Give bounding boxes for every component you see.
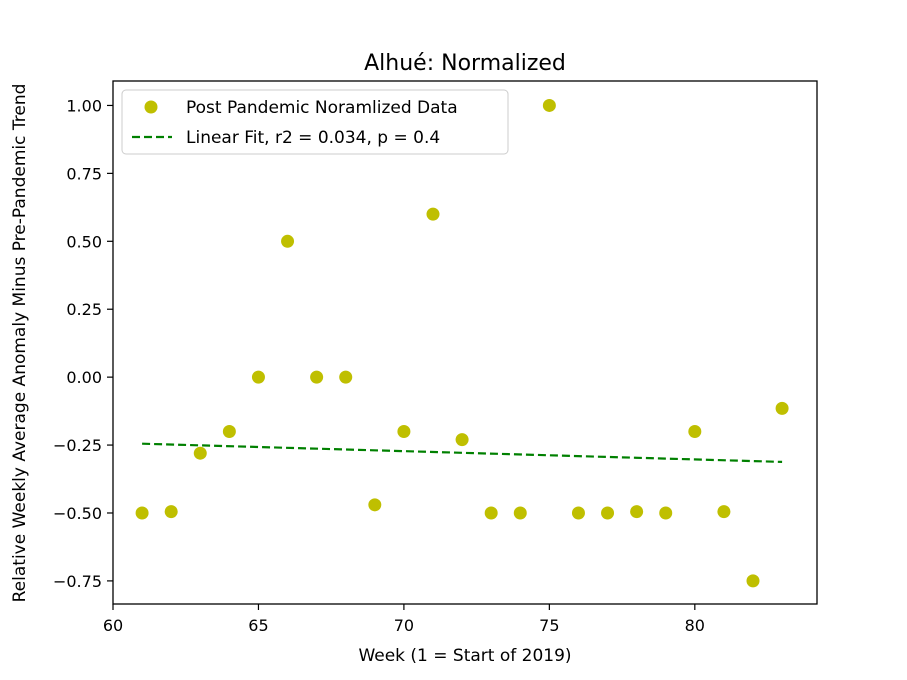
data-point: [193, 446, 207, 460]
chart-title: Alhué: Normalized: [364, 51, 566, 76]
x-axis-ticks: 60 65 70 75 80: [103, 604, 705, 635]
legend-label-fit-line: Linear Fit, r2 = 0.034, p = 0.4: [186, 128, 440, 148]
y-axis-label: Relative Weekly Average Anomaly Minus Pr…: [10, 84, 30, 603]
data-point: [484, 506, 498, 520]
data-point: [310, 370, 324, 384]
data-point: [426, 207, 440, 221]
y-tick-label: 0.25: [66, 300, 102, 319]
x-tick-label: 70: [394, 616, 414, 635]
data-point: [135, 506, 149, 520]
linear-fit-line: [142, 442, 783, 464]
data-point: [222, 424, 236, 438]
y-tick-label: −0.75: [53, 572, 102, 591]
data-point: [542, 98, 556, 112]
x-tick-label: 80: [685, 616, 705, 635]
x-tick-label: 65: [248, 616, 268, 635]
data-point: [571, 506, 585, 520]
data-point: [717, 505, 731, 519]
legend-label-scatter: Post Pandemic Noramlized Data: [186, 98, 458, 118]
y-tick-label: 0.75: [66, 164, 102, 183]
x-tick-label: 60: [103, 616, 123, 635]
data-point: [368, 498, 382, 512]
data-point: [513, 506, 527, 520]
y-tick-label: 0.00: [66, 368, 102, 387]
data-point: [775, 401, 789, 415]
y-tick-label: −0.25: [53, 436, 102, 455]
y-tick-label: 0.50: [66, 232, 102, 251]
y-tick-label: 1.00: [66, 96, 102, 115]
data-point: [688, 424, 702, 438]
data-point: [746, 574, 760, 588]
data-point: [601, 506, 615, 520]
plot-area: [112, 80, 818, 605]
data-point: [455, 433, 469, 447]
legend-box: [121, 89, 509, 155]
data-point: [659, 506, 673, 520]
data-point: [397, 424, 411, 438]
legend-marker-scatter: [144, 100, 158, 114]
data-point: [281, 234, 295, 248]
x-axis-label: Week (1 = Start of 2019): [358, 646, 571, 666]
data-point: [630, 505, 644, 519]
data-point: [251, 370, 265, 384]
legend: Post Pandemic Noramlized Data Linear Fit…: [121, 89, 509, 155]
x-tick-label: 75: [539, 616, 559, 635]
data-point: [339, 370, 353, 384]
data-point: [164, 505, 178, 519]
y-axis-ticks: −0.75 −0.50 −0.25 0.00 0.25 0.50 0.75 1.00: [53, 96, 113, 591]
y-tick-label: −0.50: [53, 504, 102, 523]
data-marks: [135, 98, 789, 588]
